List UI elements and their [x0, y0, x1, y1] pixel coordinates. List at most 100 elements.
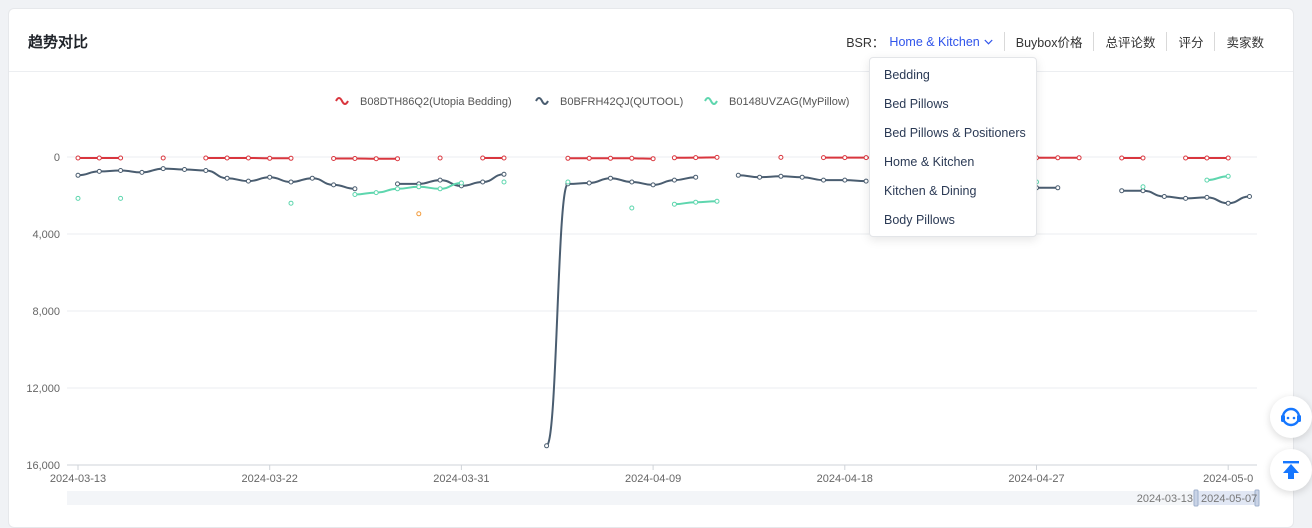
- dropdown-option-body-pillows[interactable]: Body Pillows: [870, 206, 1036, 235]
- data-point: [1226, 156, 1230, 160]
- data-point: [651, 157, 655, 161]
- data-point: [715, 199, 719, 203]
- data-point: [864, 179, 868, 183]
- series-line: [398, 174, 505, 186]
- data-point: [246, 179, 250, 183]
- data-point: [736, 173, 740, 177]
- data-point: [76, 156, 80, 160]
- data-point: [438, 178, 442, 182]
- x-tick-label: 2024-04-18: [817, 473, 873, 485]
- data-point: [459, 181, 463, 185]
- series-line: [1207, 176, 1228, 180]
- data-point: [161, 167, 165, 171]
- legend-symbol: [536, 98, 548, 104]
- data-point: [438, 187, 442, 191]
- legend-label: B0148UVZAG(MyPillow): [729, 96, 849, 108]
- data-point: [715, 155, 719, 159]
- data-point: [651, 183, 655, 187]
- data-point: [140, 170, 144, 174]
- data-point: [502, 172, 506, 176]
- data-point: [1141, 185, 1145, 189]
- data-point: [204, 156, 208, 160]
- data-point: [289, 180, 293, 184]
- data-point: [1056, 186, 1060, 190]
- data-point: [779, 155, 783, 159]
- data-point: [502, 180, 506, 184]
- data-point: [396, 187, 400, 191]
- dropdown-option-kitchen-dining[interactable]: Kitchen & Dining: [870, 177, 1036, 206]
- data-point: [204, 169, 208, 173]
- y-tick-label: 4,000: [32, 229, 60, 241]
- data-point: [76, 173, 80, 177]
- data-point: [1226, 201, 1230, 205]
- data-point: [779, 174, 783, 178]
- data-point: [289, 156, 293, 160]
- customer-service-button[interactable]: [1270, 396, 1312, 438]
- data-point: [374, 191, 378, 195]
- customer-service-icon: [1278, 404, 1304, 430]
- x-tick-label: 2024-05-0: [1203, 473, 1253, 485]
- data-point: [1141, 156, 1145, 160]
- data-point: [76, 196, 80, 200]
- data-point: [225, 156, 229, 160]
- data-point: [800, 175, 804, 179]
- data-point: [694, 200, 698, 204]
- data-point: [672, 202, 676, 206]
- dropdown-option-bed-pillows[interactable]: Bed Pillows: [870, 90, 1036, 119]
- data-point: [822, 156, 826, 160]
- back-to-top-button[interactable]: [1270, 449, 1312, 491]
- data-point: [566, 180, 570, 184]
- dropdown-option-bedding[interactable]: Bedding: [870, 61, 1036, 90]
- data-point: [1077, 156, 1081, 160]
- data-point: [609, 176, 613, 180]
- data-point: [758, 175, 762, 179]
- data-point: [353, 193, 357, 197]
- x-tick-label: 2024-04-09: [625, 473, 681, 485]
- data-point: [353, 157, 357, 161]
- data-point: [310, 176, 314, 180]
- data-point: [545, 444, 549, 448]
- zoom-slider-handle-start: [1194, 490, 1198, 506]
- data-point: [225, 176, 229, 180]
- bsr-category-dropdown: Bedding Bed Pillows Bed Pillows & Positi…: [869, 57, 1037, 237]
- data-point: [353, 187, 357, 191]
- data-point: [481, 180, 485, 184]
- data-point: [119, 169, 123, 173]
- dropdown-option-home-kitchen[interactable]: Home & Kitchen: [870, 148, 1036, 177]
- back-to-top-icon: [1279, 458, 1303, 482]
- data-point: [843, 178, 847, 182]
- y-tick-label: 12,000: [26, 383, 60, 395]
- data-point: [630, 206, 634, 210]
- y-tick-label: 16,000: [26, 460, 60, 472]
- data-point: [1056, 156, 1060, 160]
- dropdown-option-bed-pillows-positioners[interactable]: Bed Pillows & Positioners: [870, 119, 1036, 148]
- data-point: [97, 169, 101, 173]
- x-tick-label: 2024-03-22: [242, 473, 298, 485]
- data-point: [1248, 195, 1252, 199]
- data-point: [481, 156, 485, 160]
- data-point: [332, 157, 336, 161]
- data-point: [417, 212, 421, 216]
- data-point: [587, 181, 591, 185]
- data-point: [609, 156, 613, 160]
- data-point: [268, 175, 272, 179]
- data-point: [502, 156, 506, 160]
- data-point: [246, 156, 250, 160]
- data-point: [843, 156, 847, 160]
- data-point: [1162, 195, 1166, 199]
- data-point: [1226, 174, 1230, 178]
- data-point: [587, 156, 591, 160]
- zoom-end-label: 2024-05-07: [1201, 493, 1257, 505]
- legend-symbol: [336, 98, 348, 104]
- x-tick-label: 2024-03-31: [433, 473, 489, 485]
- data-point: [119, 156, 123, 160]
- legend-label: B0BFRH42QJ(QUTOOL): [560, 96, 683, 108]
- zoom-slider-track: [67, 491, 1257, 505]
- data-point: [268, 156, 272, 160]
- data-point: [566, 156, 570, 160]
- zoom-start-label: 2024-03-13: [1137, 493, 1193, 505]
- data-point: [332, 183, 336, 187]
- data-point: [161, 156, 165, 160]
- data-point: [1205, 178, 1209, 182]
